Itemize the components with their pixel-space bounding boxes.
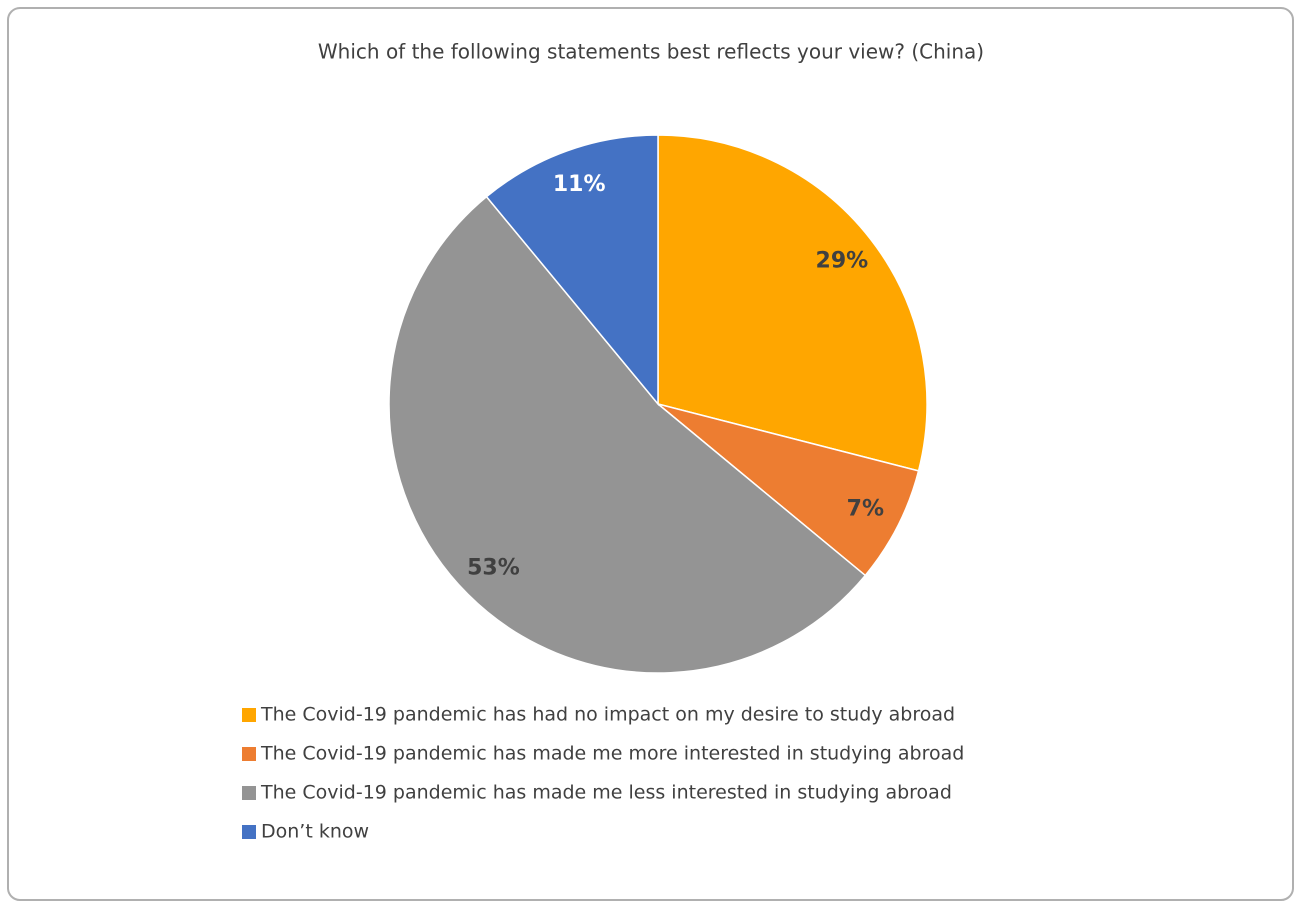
chart-title: Which of the following statements best r… [318,40,984,64]
legend-label: The Covid-19 pandemic has had no impact … [260,704,955,726]
legend-swatch [242,786,256,800]
data-label: 11% [553,172,606,197]
legend-label: The Covid-19 pandemic has made me more i… [260,743,964,765]
legend-swatch [242,825,256,839]
pie-slice [485,134,659,407]
legend-swatch [242,747,256,761]
data-label: 29% [816,248,869,273]
pie-slice [388,195,867,674]
legend-swatch [242,708,256,722]
data-label: 7% [847,497,884,522]
pie-slice [657,403,920,577]
legend-label: Don’t know [261,821,369,843]
legend-label: The Covid-19 pandemic has made me less i… [260,782,952,804]
data-label: 53% [467,556,520,581]
pie-slice [657,134,928,472]
